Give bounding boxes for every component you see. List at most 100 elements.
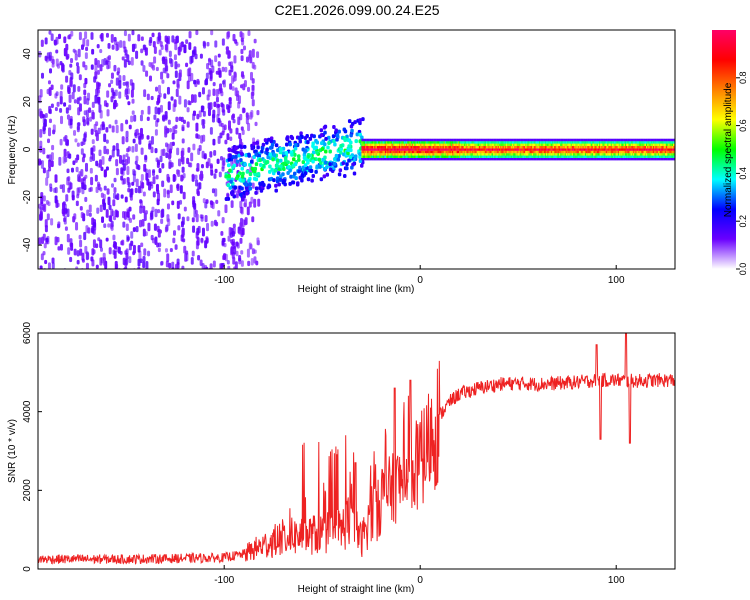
spectrogram-cell: [84, 77, 88, 85]
spectrogram-cell: [581, 157, 583, 161]
spectrogram-cell: [653, 150, 655, 154]
spectrogram-cell: [268, 164, 272, 169]
spectrogram-cell: [118, 74, 122, 83]
spectrogram-cell: [664, 150, 667, 154]
spectrogram-cell: [616, 138, 618, 142]
spectrogram-cell: [662, 141, 664, 144]
spectrogram-cell: [120, 240, 124, 246]
y-tick-label: 2000: [22, 479, 33, 502]
spectrogram-cell: [497, 148, 500, 151]
spectrogram-cell: [631, 153, 634, 156]
spectrogram-cell: [68, 94, 72, 104]
spectrogram-cell: [520, 150, 522, 154]
spectrogram-cell: [658, 153, 661, 156]
spectrogram-cell: [547, 153, 549, 156]
spectrogram-cell: [449, 141, 451, 144]
spectrogram-cell: [577, 155, 580, 158]
spectrogram-cell: [608, 141, 610, 144]
spectrogram-cell: [654, 141, 656, 144]
spectrogram-cell: [93, 76, 97, 83]
spectrogram-cell: [660, 150, 662, 154]
spectrogram-cell: [528, 141, 530, 144]
spectrogram-cell: [103, 57, 107, 66]
spectrogram-cell: [233, 185, 238, 190]
spectrogram-cell: [573, 145, 575, 149]
spectrogram-cell: [510, 157, 513, 161]
spectrogram-cell: [373, 138, 375, 142]
spectrogram-cell: [634, 148, 636, 151]
spectrogram-cell: [60, 84, 64, 90]
spectrogram-cell: [239, 192, 243, 197]
spectrogram-cell: [553, 138, 555, 142]
spectrogram-cell: [520, 148, 522, 151]
spectrogram-cell: [557, 157, 560, 161]
spectrogram-cell: [390, 145, 393, 149]
spectrogram-cell: [653, 141, 655, 144]
spectrogram-cell: [544, 145, 547, 149]
spectrogram-cell: [497, 153, 500, 156]
spectrogram-cell: [518, 155, 521, 158]
spectrogram-cell: [455, 148, 457, 151]
spectrogram-cell: [442, 138, 444, 142]
spectrogram-cell: [535, 148, 537, 151]
spectrogram-cell: [205, 266, 209, 269]
spectrogram-cell: [616, 157, 618, 161]
spectrogram-cell: [535, 145, 537, 149]
spectrogram-cell: [615, 153, 617, 156]
spectrogram-cell: [567, 138, 569, 142]
spectrogram-cell: [62, 211, 66, 217]
spectrogram-cell: [129, 217, 133, 223]
spectrogram-cell: [650, 145, 653, 149]
spectrogram-cell: [450, 153, 453, 156]
spectrogram-cell: [580, 157, 582, 161]
spectrogram-cell: [575, 138, 577, 142]
spectrogram-cell: [601, 150, 603, 154]
spectrogram-cell: [474, 141, 476, 144]
spectrogram-cell: [267, 184, 272, 189]
spectrogram-cell: [369, 143, 372, 147]
spectrogram-cell: [436, 138, 439, 142]
spectrogram-cell: [543, 153, 546, 156]
spectrogram-cell: [369, 148, 372, 151]
spectrogram-cell: [429, 155, 432, 158]
spectrogram-cell: [231, 113, 235, 119]
spectrogram-cell: [479, 157, 481, 161]
spectrogram-cell: [491, 138, 494, 142]
spectrogram-cell: [457, 150, 460, 154]
spectrogram-cell: [528, 155, 530, 158]
spectrogram-cell: [577, 138, 580, 142]
spectrogram-cell: [613, 138, 615, 142]
spectrogram-cell: [544, 150, 547, 154]
spectrogram-cell: [534, 150, 536, 154]
spectrogram-cell: [367, 153, 369, 156]
spectrogram-cell: [673, 141, 675, 144]
spectrogram-cell: [239, 113, 243, 121]
spectrogram-cell: [69, 118, 73, 126]
spectrogram-cell: [253, 198, 257, 208]
spectrogram-cell: [454, 138, 456, 142]
spectrogram-cell: [551, 141, 554, 144]
spectrogram-cell: [441, 143, 443, 147]
spectrogram-cell: [140, 36, 144, 42]
spectrogram-cell: [641, 143, 643, 147]
spectrogram-cell: [430, 148, 433, 151]
spectrogram-cell: [421, 155, 423, 158]
spectrogram-cell: [562, 155, 564, 158]
spectrogram-cell: [84, 162, 88, 172]
spectrogram-cell: [76, 65, 80, 74]
spectrogram-cell: [637, 148, 640, 151]
spectrogram-cell: [610, 143, 613, 147]
spectrogram-cell: [645, 153, 648, 156]
spectrogram-cell: [504, 143, 507, 147]
spectrogram-cell: [420, 157, 422, 161]
spectrogram-cell: [366, 150, 368, 154]
spectrogram-cell: [86, 209, 90, 217]
spectrogram-cell: [523, 148, 526, 151]
spectrogram-cell: [546, 138, 548, 142]
spectrogram-cell: [474, 145, 476, 149]
spectrogram-cell: [582, 145, 584, 149]
spectrogram-cell: [527, 153, 529, 156]
spectrogram-cell: [673, 143, 675, 147]
spectrogram-cell: [184, 253, 188, 262]
spectrogram-cell: [422, 153, 424, 156]
